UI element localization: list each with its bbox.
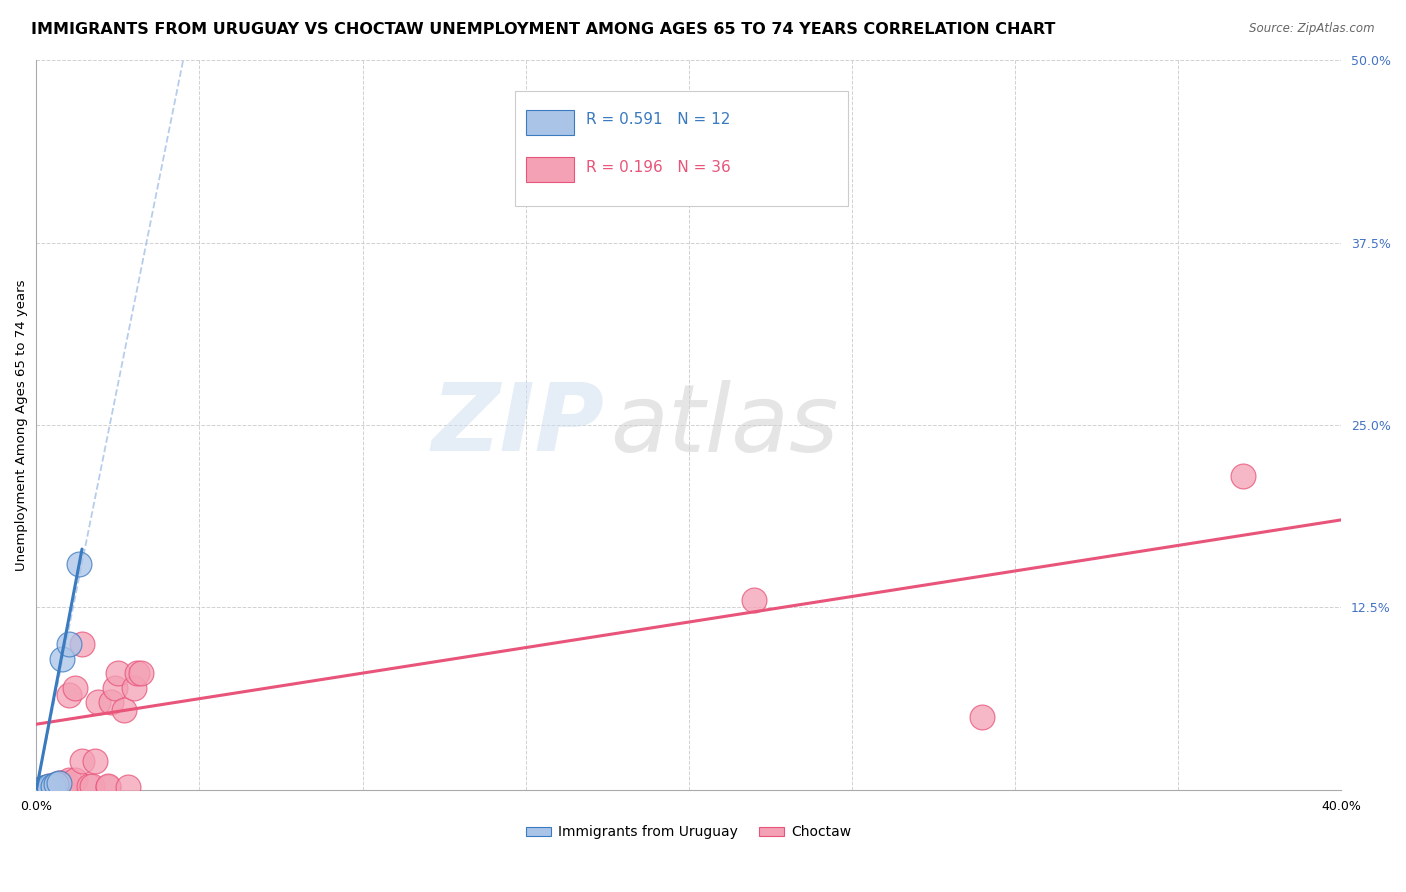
Point bbox=[129, 666, 152, 681]
Point bbox=[70, 637, 93, 651]
Point bbox=[31, 781, 53, 796]
Point bbox=[107, 666, 129, 681]
Point bbox=[97, 779, 120, 793]
Point bbox=[51, 651, 73, 665]
Point bbox=[45, 777, 67, 791]
Point bbox=[972, 710, 994, 724]
Point bbox=[35, 781, 58, 796]
Text: IMMIGRANTS FROM URUGUAY VS CHOCTAW UNEMPLOYMENT AMONG AGES 65 TO 74 YEARS CORREL: IMMIGRANTS FROM URUGUAY VS CHOCTAW UNEMP… bbox=[31, 22, 1056, 37]
Point bbox=[51, 781, 73, 796]
Point bbox=[100, 695, 122, 709]
Point bbox=[127, 666, 149, 681]
Point bbox=[58, 637, 80, 651]
Point bbox=[48, 775, 70, 789]
Text: Source: ZipAtlas.com: Source: ZipAtlas.com bbox=[1250, 22, 1375, 36]
Point bbox=[84, 754, 107, 768]
Point bbox=[65, 681, 87, 695]
Text: ZIP: ZIP bbox=[432, 379, 605, 471]
FancyBboxPatch shape bbox=[526, 110, 574, 135]
Y-axis label: Unemployment Among Ages 65 to 74 years: Unemployment Among Ages 65 to 74 years bbox=[15, 279, 28, 571]
Point bbox=[35, 781, 58, 796]
Point bbox=[87, 695, 110, 709]
Point bbox=[48, 775, 70, 789]
Point bbox=[45, 779, 67, 793]
Point bbox=[55, 775, 77, 789]
Point bbox=[97, 780, 120, 794]
Point bbox=[41, 779, 63, 793]
Point bbox=[48, 781, 70, 796]
Text: R = 0.196   N = 36: R = 0.196 N = 36 bbox=[586, 160, 731, 175]
Point bbox=[38, 781, 60, 796]
Text: atlas: atlas bbox=[610, 379, 839, 470]
Point bbox=[117, 780, 139, 794]
Point bbox=[77, 779, 100, 793]
Point bbox=[80, 779, 103, 793]
Point bbox=[41, 781, 63, 796]
Point bbox=[70, 754, 93, 768]
Point bbox=[58, 772, 80, 787]
Point bbox=[41, 781, 63, 796]
Point bbox=[65, 772, 87, 787]
Text: R = 0.591   N = 12: R = 0.591 N = 12 bbox=[586, 112, 730, 128]
Point bbox=[67, 557, 90, 571]
Point bbox=[104, 681, 127, 695]
Legend: Immigrants from Uruguay, Choctaw: Immigrants from Uruguay, Choctaw bbox=[520, 820, 856, 845]
Point bbox=[122, 681, 145, 695]
Point bbox=[38, 781, 60, 796]
Point bbox=[742, 593, 765, 607]
Point bbox=[38, 779, 60, 793]
Point bbox=[1232, 469, 1254, 483]
Point bbox=[58, 688, 80, 702]
Point bbox=[31, 781, 53, 796]
Point bbox=[38, 779, 60, 793]
Point bbox=[35, 780, 58, 794]
Point bbox=[51, 775, 73, 789]
Point bbox=[41, 779, 63, 793]
FancyBboxPatch shape bbox=[515, 91, 848, 206]
Point bbox=[45, 781, 67, 796]
Point bbox=[112, 703, 135, 717]
FancyBboxPatch shape bbox=[526, 157, 574, 182]
